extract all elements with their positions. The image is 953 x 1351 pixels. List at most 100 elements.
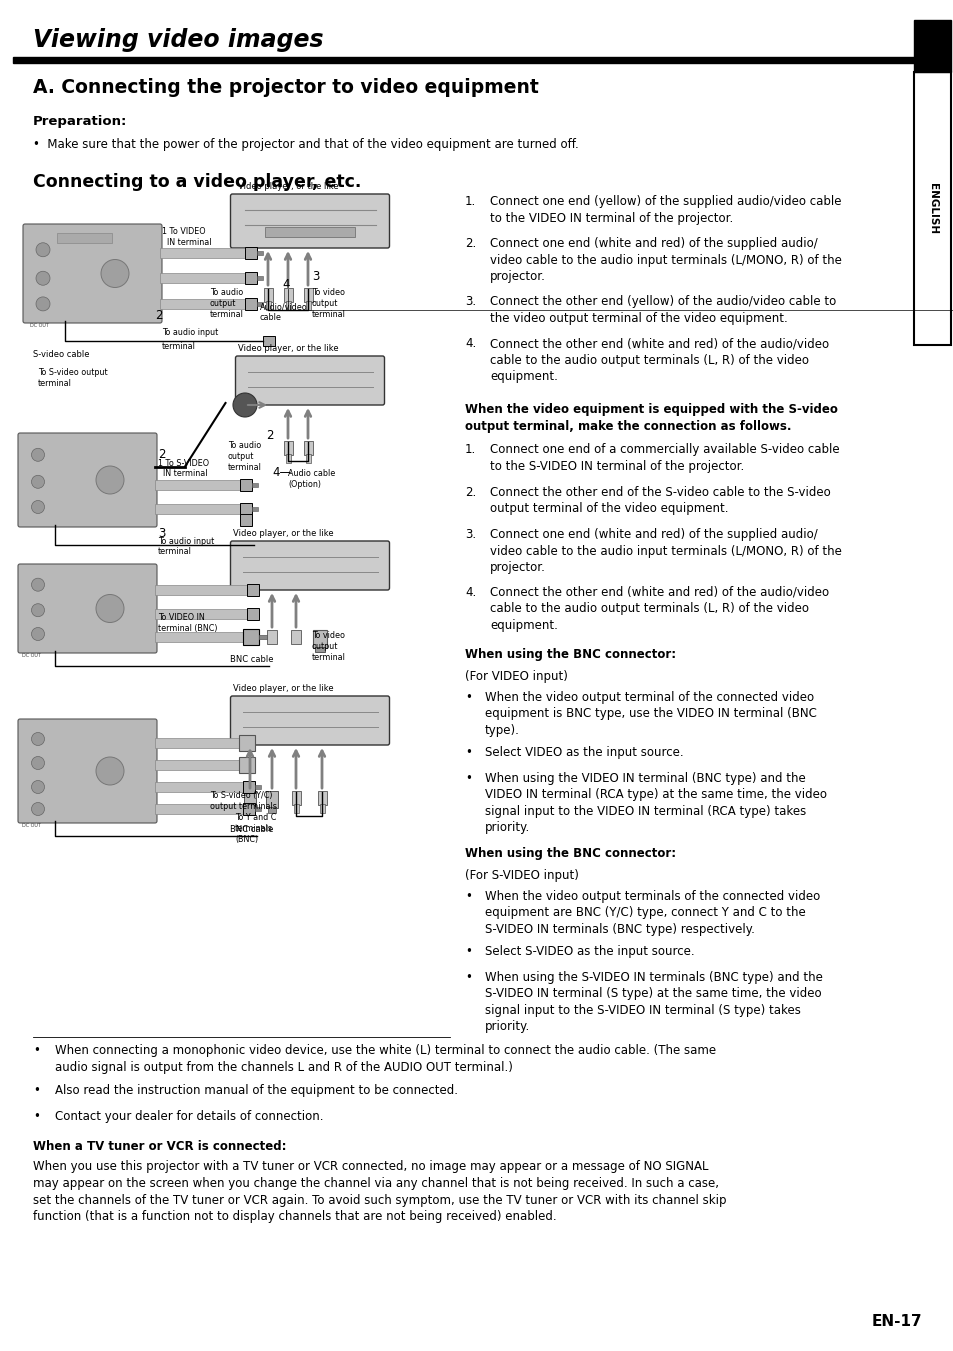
FancyBboxPatch shape <box>231 540 389 590</box>
Text: When a TV tuner or VCR is connected:: When a TV tuner or VCR is connected: <box>33 1140 286 1152</box>
Text: When the video output terminal of the connected video
equipment is BNC type, use: When the video output terminal of the co… <box>484 690 816 736</box>
Bar <box>317 790 326 805</box>
Circle shape <box>31 476 45 488</box>
Text: When using the BNC connector:: When using the BNC connector: <box>464 847 676 861</box>
Text: A. Connecting the projector to video equipment: A. Connecting the projector to video equ… <box>33 78 538 97</box>
Bar <box>243 802 254 815</box>
Circle shape <box>36 243 50 257</box>
Text: •: • <box>464 746 472 759</box>
Text: 2: 2 <box>266 430 274 442</box>
Text: When the video equipment is equipped with the S-video
output terminal, make the : When the video equipment is equipped wit… <box>464 403 837 432</box>
Bar <box>303 440 313 455</box>
Text: EN-17: EN-17 <box>870 1315 921 1329</box>
Text: When connecting a monophonic video device, use the white (L) terminal to connect: When connecting a monophonic video devic… <box>55 1044 716 1074</box>
Bar <box>291 630 301 644</box>
Text: 3: 3 <box>312 270 319 282</box>
Text: Preparation:: Preparation: <box>33 115 128 128</box>
Text: To S-video output
terminal: To S-video output terminal <box>38 367 108 388</box>
Bar <box>305 454 310 463</box>
Bar <box>154 504 240 513</box>
Bar <box>268 807 275 813</box>
Circle shape <box>31 449 45 461</box>
Text: Connect the other end (white and red) of the audio/video
cable to the audio outp: Connect the other end (white and red) of… <box>490 338 828 384</box>
Text: 4: 4 <box>282 278 289 290</box>
Text: Connect the other end (yellow) of the audio/video cable to
the video output term: Connect the other end (yellow) of the au… <box>490 295 836 324</box>
Bar <box>256 301 263 305</box>
Text: Audio/video
cable: Audio/video cable <box>260 303 308 323</box>
Text: Connect one end (white and red) of the supplied audio/
video cable to the audio : Connect one end (white and red) of the s… <box>490 528 841 574</box>
Circle shape <box>31 732 45 746</box>
Bar <box>254 785 261 789</box>
Bar <box>245 247 256 258</box>
Text: Viewing video images: Viewing video images <box>33 28 323 51</box>
Text: 3.: 3. <box>464 528 476 542</box>
Text: S-video cable: S-video cable <box>33 350 90 359</box>
Text: Select S-VIDEO as the input source.: Select S-VIDEO as the input source. <box>484 946 694 958</box>
Text: •: • <box>33 1085 40 1097</box>
Bar <box>244 790 255 808</box>
Text: 1.: 1. <box>464 195 476 208</box>
Bar <box>294 804 298 813</box>
Bar <box>256 276 263 280</box>
Text: 1 To VIDEO
  IN terminal: 1 To VIDEO IN terminal <box>162 227 212 247</box>
Bar <box>252 507 257 511</box>
Text: BNC cable: BNC cable <box>230 655 274 663</box>
Circle shape <box>96 594 124 623</box>
Bar <box>240 478 252 490</box>
Text: 2.: 2. <box>464 486 476 499</box>
Text: Connect the other end (white and red) of the audio/video
cable to the audio outp: Connect the other end (white and red) of… <box>490 586 828 632</box>
Circle shape <box>36 297 50 311</box>
Bar <box>283 440 293 455</box>
Circle shape <box>101 259 129 288</box>
Bar <box>247 608 258 620</box>
Text: •: • <box>464 690 472 704</box>
Text: ENGLISH: ENGLISH <box>926 182 937 234</box>
Text: When using the S-VIDEO IN terminals (BNC type) and the
S-VIDEO IN terminal (S ty: When using the S-VIDEO IN terminals (BNC… <box>484 970 822 1034</box>
FancyBboxPatch shape <box>18 563 157 653</box>
Bar <box>246 807 253 813</box>
Circle shape <box>31 578 45 592</box>
Text: 4.: 4. <box>464 338 476 350</box>
Text: To video
output
terminal: To video output terminal <box>312 288 346 319</box>
Text: 2: 2 <box>158 449 165 462</box>
Text: 1 To S-VIDEO
  IN terminal: 1 To S-VIDEO IN terminal <box>158 459 209 478</box>
Bar <box>303 288 313 303</box>
Bar <box>913 20 950 72</box>
Bar <box>263 288 273 303</box>
Circle shape <box>31 604 45 616</box>
Bar <box>247 584 258 596</box>
Bar <box>154 804 243 815</box>
Bar <box>243 628 258 644</box>
Text: 1.: 1. <box>464 443 476 457</box>
Bar <box>154 738 243 748</box>
Text: Video player, or the like: Video player, or the like <box>233 530 333 538</box>
Text: To Y and C
terminals
(BNC): To Y and C terminals (BNC) <box>234 813 276 844</box>
Bar <box>263 336 274 346</box>
Bar <box>319 804 324 813</box>
Circle shape <box>96 466 124 494</box>
Text: •: • <box>33 1109 40 1123</box>
Circle shape <box>31 802 45 816</box>
Bar <box>245 273 256 284</box>
Bar <box>240 503 252 515</box>
Bar <box>913 72 950 345</box>
Text: When using the VIDEO IN terminal (BNC type) and the
VIDEO IN terminal (RCA type): When using the VIDEO IN terminal (BNC ty… <box>484 771 826 834</box>
Text: BNC cable: BNC cable <box>230 825 274 834</box>
Text: (For VIDEO input): (For VIDEO input) <box>464 670 567 682</box>
FancyBboxPatch shape <box>23 224 162 323</box>
FancyBboxPatch shape <box>18 719 157 823</box>
Bar <box>154 782 243 792</box>
Text: When you use this projector with a TV tuner or VCR connected, no image may appea: When you use this projector with a TV tu… <box>33 1161 726 1224</box>
Bar <box>314 647 325 653</box>
Text: 4—: 4— <box>272 466 291 480</box>
Bar <box>252 482 257 486</box>
Circle shape <box>96 757 124 785</box>
Bar <box>57 234 112 243</box>
Bar <box>265 227 355 236</box>
Text: Connect one end of a commercially available S-video cable
to the S-VIDEO IN term: Connect one end of a commercially availa… <box>490 443 839 473</box>
Circle shape <box>31 500 45 513</box>
FancyBboxPatch shape <box>231 195 389 249</box>
Text: •: • <box>33 1044 40 1056</box>
Circle shape <box>31 627 45 640</box>
Bar <box>283 288 293 303</box>
